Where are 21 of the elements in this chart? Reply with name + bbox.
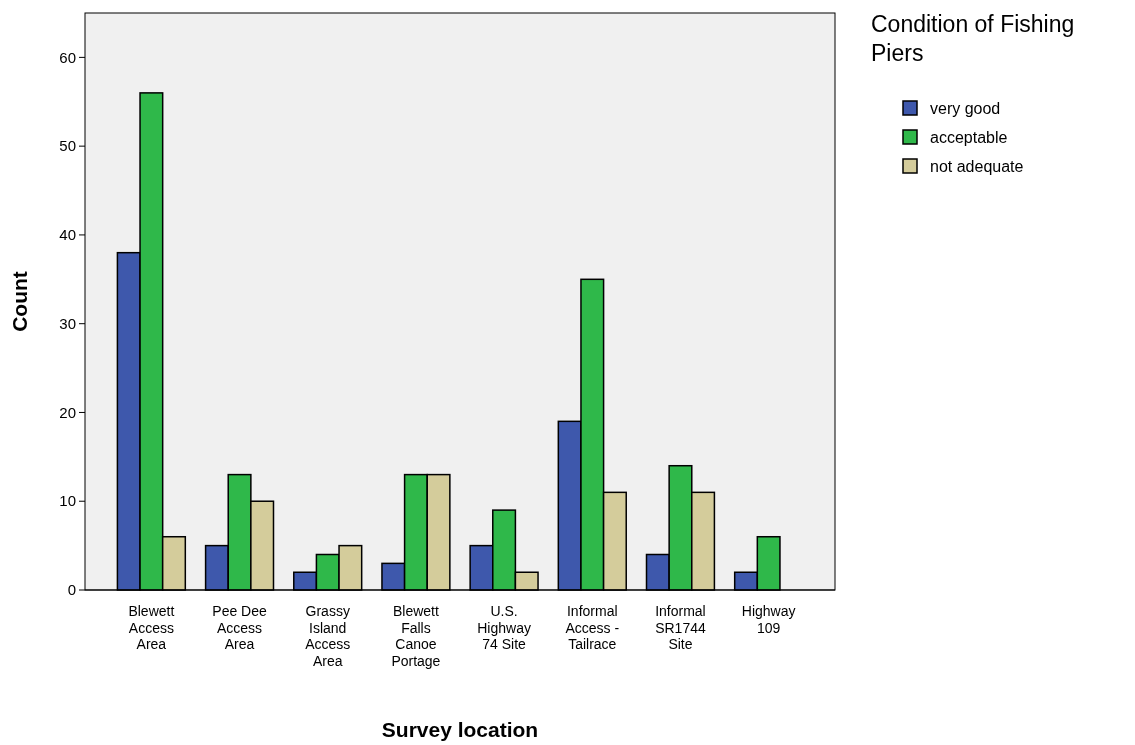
x-tick-label: Pee Dee Access Area	[212, 603, 267, 652]
x-tick-label: Blewett Access Area	[128, 603, 175, 652]
y-axis-title: Count	[8, 271, 31, 332]
legend-label: not adequate	[930, 157, 1024, 175]
y-tick-label: 20	[59, 403, 76, 421]
x-tick-label: Informal SR1744 Site	[655, 603, 706, 652]
y-tick-label: 40	[59, 226, 76, 244]
legend-label: very good	[930, 99, 1001, 117]
y-tick-label: 0	[67, 581, 76, 599]
x-tick-label: Informal Access - Tailrace	[565, 603, 620, 652]
y-tick-label: 10	[59, 492, 76, 510]
x-tick-label: Blewett Falls Canoe Portage	[391, 603, 441, 669]
x-tick-label: Grassy Island Access Area	[305, 603, 351, 669]
x-tick-label: Highway 109	[741, 603, 796, 636]
x-tick-label: U.S. Highway 74 Site	[477, 603, 531, 652]
legend-title: Condition of Fishing Piers	[871, 11, 1075, 66]
y-tick-label: 30	[59, 314, 76, 332]
x-axis-title: Survey location	[381, 718, 539, 741]
legend-label: acceptable	[930, 128, 1008, 146]
y-tick-label: 60	[59, 48, 76, 66]
y-tick-label: 50	[59, 137, 76, 155]
